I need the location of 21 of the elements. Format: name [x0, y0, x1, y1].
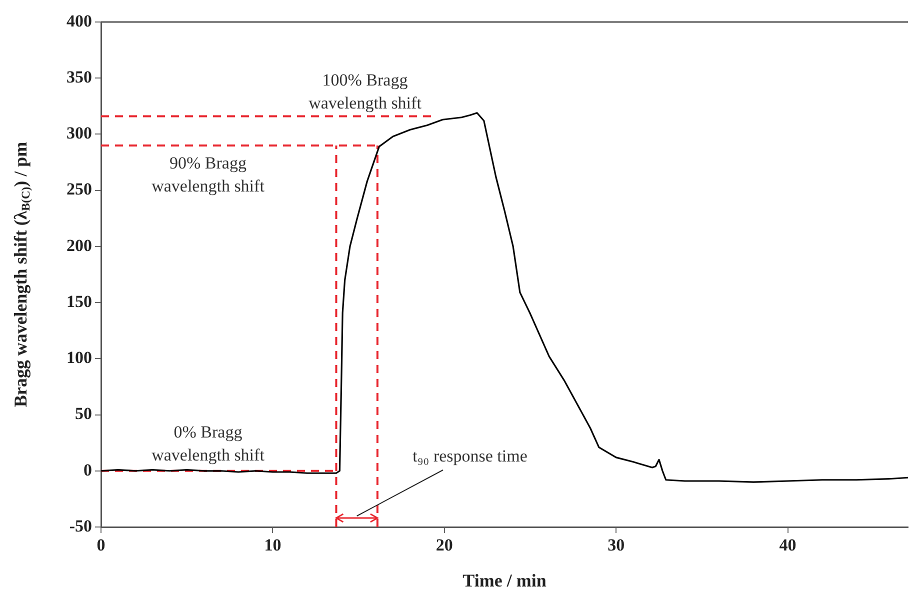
x-tick-label: 30: [608, 536, 625, 555]
annotation: t₉₀ response time: [412, 446, 528, 466]
y-tick-label: 300: [66, 124, 92, 143]
y-tick-label: 150: [66, 292, 92, 311]
x-tick-label: 40: [779, 536, 796, 555]
x-axis-title: Time / min: [462, 570, 546, 591]
y-axis-title: Bragg wavelength shift (λB(C)) / pm: [10, 142, 33, 408]
y-tick-label: 350: [66, 68, 92, 86]
y-tick-label: 250: [66, 180, 92, 199]
y-tick-label: 100: [66, 348, 92, 368]
y-tick-label: -50: [69, 516, 92, 536]
annotation: 0% Bragg wavelength shift: [152, 422, 265, 464]
y-tick-label: 50: [75, 404, 92, 424]
x-tick-label: 20: [436, 536, 453, 555]
y-tick-label: 200: [66, 236, 92, 255]
y-tick-label: 0: [84, 460, 92, 480]
annotation: 100% Bragg wavelength shift: [308, 70, 422, 112]
x-tick-label: 0: [96, 536, 106, 555]
annotation: 90% Bragg wavelength shift: [152, 153, 265, 196]
y-tick-label: 400: [66, 11, 92, 30]
x-tick-label: 10: [264, 536, 282, 555]
